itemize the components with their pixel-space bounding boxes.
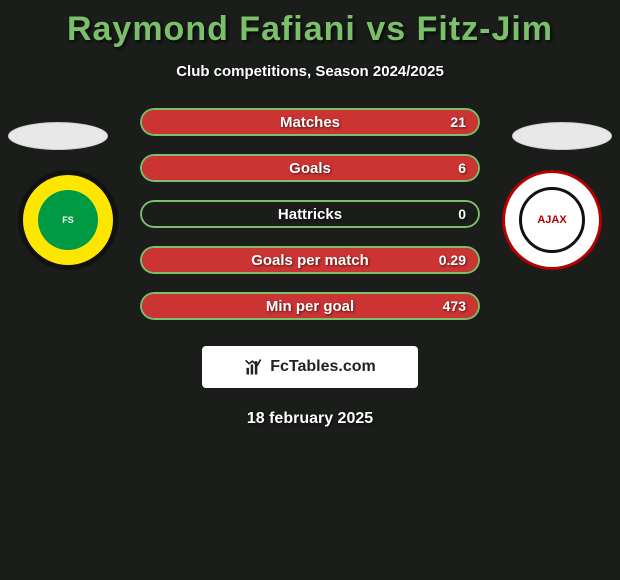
stat-label: Goals per match — [140, 246, 480, 274]
club-badge-right: AJAX — [502, 170, 602, 270]
stat-row: Min per goal473 — [140, 292, 480, 320]
club-badge-right-inner: AJAX — [519, 187, 585, 253]
player-right-silhouette — [512, 122, 612, 150]
stat-label: Goals — [140, 154, 480, 182]
stat-label: Min per goal — [140, 292, 480, 320]
stat-value: 0.29 — [439, 246, 466, 274]
footer-date: 18 february 2025 — [0, 410, 620, 428]
club-badge-left: FS — [18, 170, 118, 270]
stat-row: Hattricks0 — [140, 200, 480, 228]
club-badge-left-inner: FS — [38, 190, 98, 250]
stat-value: 6 — [458, 154, 466, 182]
chart-icon — [244, 357, 264, 377]
stat-label: Matches — [140, 108, 480, 136]
stat-value: 21 — [450, 108, 466, 136]
stat-value: 0 — [458, 200, 466, 228]
stat-row: Goals per match0.29 — [140, 246, 480, 274]
stat-row: Matches21 — [140, 108, 480, 136]
player-left-silhouette — [8, 122, 108, 150]
stat-value: 473 — [443, 292, 466, 320]
stat-label: Hattricks — [140, 200, 480, 228]
stat-row: Goals6 — [140, 154, 480, 182]
source-box: FcTables.com — [202, 346, 418, 388]
page-title: Raymond Fafiani vs Fitz-Jim — [0, 0, 620, 49]
page-subtitle: Club competitions, Season 2024/2025 — [0, 63, 620, 80]
source-label: FcTables.com — [270, 358, 376, 376]
